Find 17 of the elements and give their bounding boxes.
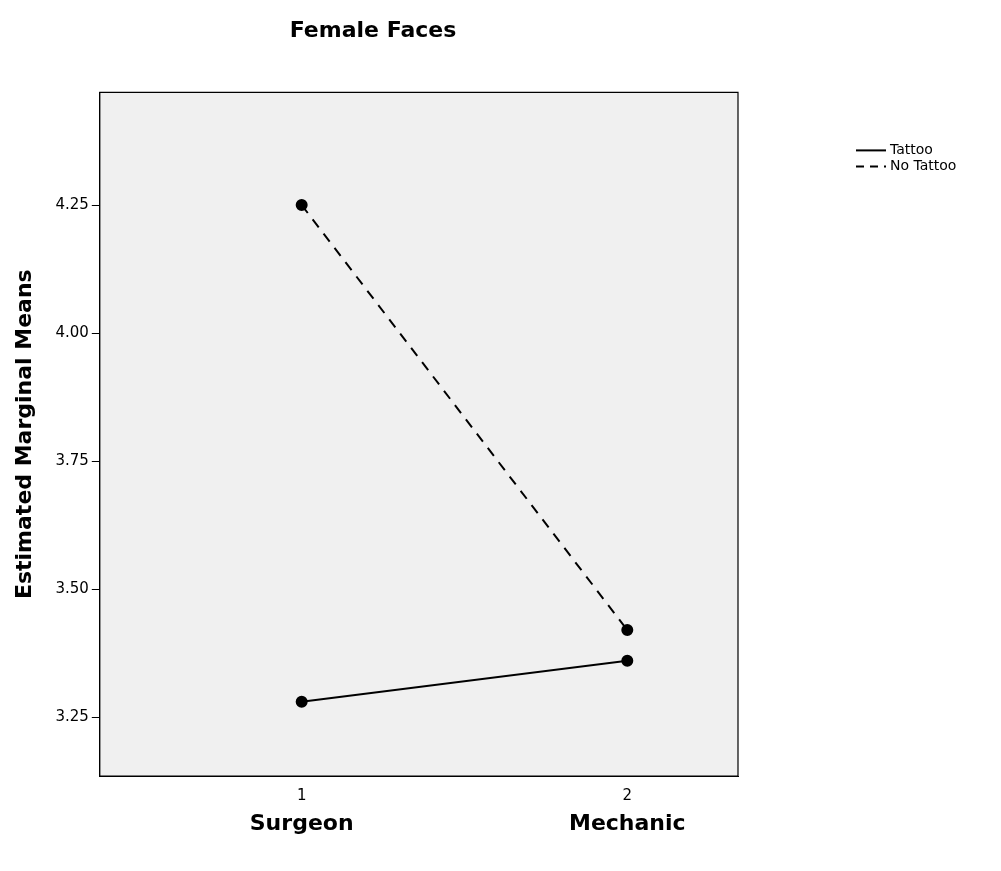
legend-label: No Tattoo (890, 157, 957, 174)
y-tick-label: 3.50 (55, 578, 89, 597)
legend-label: Tattoo (889, 141, 933, 158)
point (295, 199, 308, 212)
y-tick-label: 3.75 (55, 450, 89, 469)
point (621, 624, 634, 637)
point (621, 654, 634, 667)
text: Mechanic (568, 809, 686, 835)
point (295, 695, 308, 708)
y-tick-label: 4.25 (55, 194, 89, 213)
text: Surgeon (249, 809, 354, 835)
y-axis-title: Estimated Marginal Means (10, 269, 36, 600)
x-tick-label: 1 (296, 785, 307, 804)
y-tick-label: 3.25 (55, 707, 89, 725)
y-tick-label: 4.00 (55, 322, 89, 341)
x-tick-label: 2 (622, 785, 633, 804)
chart-title: Female Faces (289, 16, 457, 42)
